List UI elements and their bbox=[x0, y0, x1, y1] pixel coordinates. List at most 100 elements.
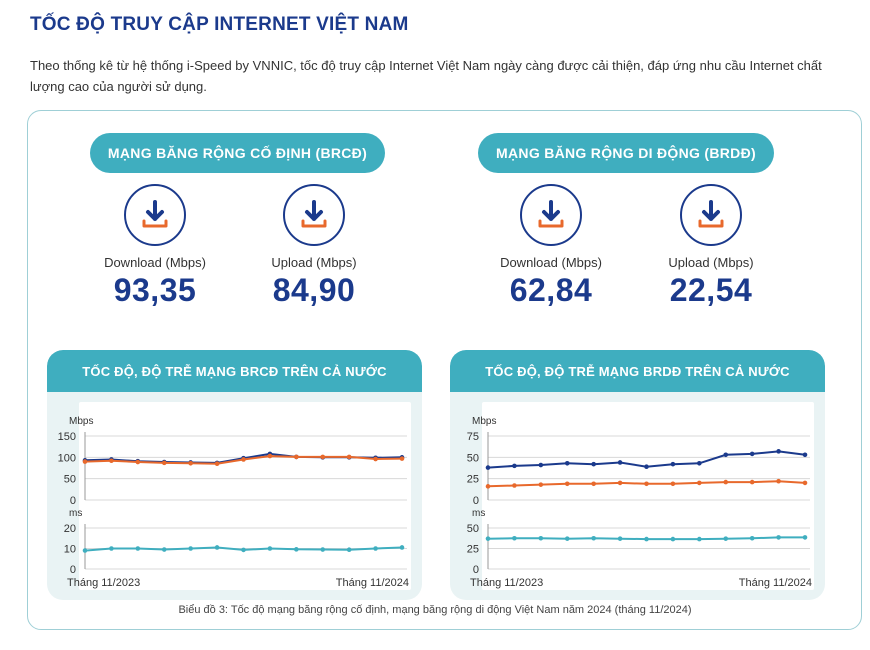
speed-data-point bbox=[538, 462, 544, 468]
fixed-download-label: Download (Mbps) bbox=[104, 255, 206, 270]
mobile-broadband-heading: MẠNG BĂNG RỘNG DI ĐỘNG (BRDĐ) bbox=[478, 133, 774, 173]
plot-area bbox=[482, 402, 814, 590]
speed-data-point bbox=[135, 459, 141, 465]
latency-data-point bbox=[214, 545, 220, 550]
latency-data-point bbox=[538, 535, 544, 541]
upload-icon bbox=[680, 184, 742, 246]
speed-data-point bbox=[644, 481, 649, 487]
mobile-download-value: 62,84 bbox=[509, 272, 593, 308]
speed-tick-label: 50 bbox=[467, 452, 479, 464]
speed-data-point bbox=[485, 484, 491, 489]
page-title: TỐC ĐỘ TRUY CẬP INTERNET VIỆT NAM bbox=[30, 14, 409, 35]
speed-data-point bbox=[109, 458, 114, 464]
speed-data-point bbox=[538, 482, 544, 487]
latency-axis-label: ms bbox=[472, 508, 485, 519]
speed-data-point bbox=[723, 479, 729, 485]
upload-icon bbox=[283, 184, 345, 246]
mobile-download-label: Download (Mbps) bbox=[500, 255, 602, 270]
speed-data-point bbox=[214, 461, 220, 467]
fixed-download-metric: Download (Mbps) 93,35 bbox=[75, 184, 235, 309]
mobile-upload-value: 22,54 bbox=[669, 272, 753, 308]
latency-data-point bbox=[161, 547, 167, 552]
latency-data-point bbox=[591, 535, 596, 541]
speed-data-point bbox=[564, 481, 570, 487]
mobile-upload-metric: Upload (Mbps) 22,54 bbox=[631, 184, 791, 309]
latency-data-point bbox=[241, 547, 246, 553]
latency-data-point bbox=[749, 535, 755, 541]
fixed-upload-value: 84,90 bbox=[272, 272, 356, 308]
fixed-broadband-heading: MẠNG BĂNG RỘNG CỐ ĐỊNH (BRCĐ) bbox=[90, 133, 385, 173]
latency-tick-label: 0 bbox=[473, 564, 479, 576]
latency-data-point bbox=[399, 545, 405, 550]
latency-tick-label: 10 bbox=[64, 544, 76, 556]
speed-data-point bbox=[188, 461, 193, 466]
speed-data-point bbox=[723, 452, 729, 458]
speed-tick-label: 0 bbox=[473, 495, 479, 507]
speed-data-point bbox=[161, 460, 167, 466]
speed-axis-label: Mbps bbox=[69, 416, 93, 427]
speed-data-point bbox=[591, 481, 596, 487]
speed-data-point bbox=[373, 456, 378, 462]
latency-data-point bbox=[670, 536, 676, 542]
speed-data-point bbox=[399, 456, 405, 461]
latency-data-point bbox=[697, 536, 702, 542]
speed-tick-label: 50 bbox=[64, 474, 76, 486]
x-start-label: Tháng 11/2023 bbox=[67, 577, 140, 589]
latency-data-point bbox=[802, 535, 808, 540]
speed-data-point bbox=[802, 480, 808, 486]
fixed-upload-label: Upload (Mbps) bbox=[271, 255, 357, 270]
speed-tick-label: 150 bbox=[58, 431, 76, 443]
latency-data-point bbox=[135, 546, 141, 551]
speed-data-point bbox=[346, 454, 352, 460]
plot-area bbox=[79, 402, 411, 590]
speed-data-point bbox=[749, 451, 755, 457]
speed-tick-label: 100 bbox=[58, 452, 76, 464]
speed-data-point bbox=[644, 464, 649, 470]
speed-data-point bbox=[776, 449, 781, 454]
speed-data-point bbox=[241, 457, 246, 462]
latency-tick-label: 20 bbox=[64, 523, 76, 535]
speed-tick-label: 25 bbox=[467, 474, 479, 486]
latency-data-point bbox=[320, 547, 326, 552]
speed-tick-label: 0 bbox=[70, 495, 76, 507]
latency-data-point bbox=[346, 547, 352, 553]
speed-data-point bbox=[697, 480, 702, 486]
speed-data-point bbox=[320, 454, 326, 460]
speed-data-point bbox=[697, 461, 702, 466]
speed-data-point bbox=[749, 479, 755, 485]
speed-data-point bbox=[82, 459, 88, 464]
figure-caption: Biểu đồ 3: Tốc độ mạng băng rộng cố định… bbox=[178, 604, 692, 616]
latency-data-point bbox=[644, 536, 649, 542]
speed-data-point bbox=[267, 453, 273, 459]
download-icon bbox=[520, 184, 582, 246]
latency-data-point bbox=[723, 536, 729, 541]
speed-data-point bbox=[776, 478, 781, 484]
mobile-upload-label: Upload (Mbps) bbox=[668, 255, 754, 270]
x-end-label: Tháng 11/2024 bbox=[336, 577, 409, 589]
fixed-download-value: 93,35 bbox=[113, 272, 197, 308]
speed-axis-label: Mbps bbox=[472, 416, 496, 427]
intro-text: Theo thống kê từ hệ thống i-Speed by VNN… bbox=[30, 58, 822, 94]
speed-data-point bbox=[512, 483, 517, 488]
speed-data-point bbox=[617, 480, 623, 486]
mobile-chart-title: TỐC ĐỘ, ĐỘ TRỄ MẠNG BRDĐ TRÊN CẢ NƯỚC bbox=[450, 350, 825, 392]
latency-tick-label: 25 bbox=[467, 544, 479, 556]
latency-data-point bbox=[267, 546, 273, 551]
speed-data-point bbox=[670, 481, 676, 487]
fixed-chart-panel: TỐC ĐỘ, ĐỘ TRỄ MẠNG BRCĐ TRÊN CẢ NƯỚC Mb… bbox=[47, 350, 422, 600]
latency-data-point bbox=[109, 546, 114, 551]
speed-data-point bbox=[670, 461, 676, 467]
latency-data-point bbox=[82, 548, 88, 553]
speed-data-point bbox=[564, 461, 570, 466]
latency-data-point bbox=[776, 535, 781, 540]
speed-tick-label: 75 bbox=[467, 431, 479, 443]
latency-data-point bbox=[485, 536, 491, 541]
latency-tick-label: 50 bbox=[467, 523, 479, 535]
fixed-upload-metric: Upload (Mbps) 84,90 bbox=[234, 184, 394, 309]
latency-tick-label: 0 bbox=[70, 564, 76, 576]
latency-data-point bbox=[188, 546, 193, 551]
mobile-download-metric: Download (Mbps) 62,84 bbox=[471, 184, 631, 309]
speed-data-point bbox=[591, 461, 596, 467]
